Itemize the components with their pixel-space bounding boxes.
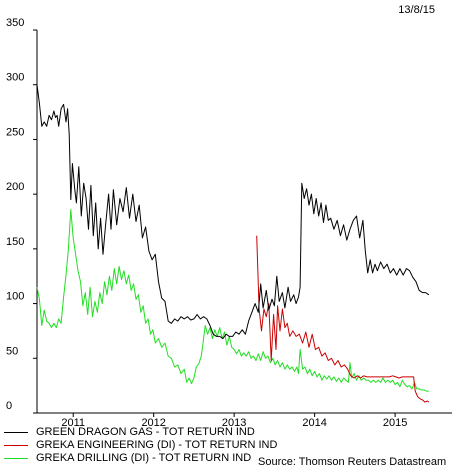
x-tick-label: 2014: [302, 417, 326, 429]
report-date: 13/8/15: [398, 4, 435, 16]
legend-swatch-black: [4, 432, 28, 433]
x-tick-label: 2013: [222, 417, 246, 429]
x-tick-label: 2015: [383, 417, 407, 429]
series-line-2: [36, 209, 429, 392]
legend-swatch-red: [4, 445, 28, 446]
legend-label: GREKA DRILLING (DI) - TOT RETURN IND: [36, 452, 252, 464]
y-tick-label: 250: [6, 126, 24, 138]
legend: GREEN DRAGON GAS - TOT RETURN IND GREKA …: [4, 426, 277, 465]
x-axis-ticks: 2011 2012 2013 2014 2015: [61, 413, 407, 429]
y-tick-label: 0: [6, 400, 12, 412]
y-tick-label: 350: [6, 17, 24, 29]
legend-label: GREEN DRAGON GAS - TOT RETURN IND: [36, 426, 255, 438]
y-tick-label: 100: [6, 291, 24, 303]
series-line-0: [36, 84, 430, 340]
legend-item-greka-engineering: GREKA ENGINEERING (DI) - TOT RETURN IND: [4, 439, 277, 452]
source-note: Source: Thomson Reuters Datastream: [258, 456, 447, 468]
legend-label: GREKA ENGINEERING (DI) - TOT RETURN IND: [36, 439, 278, 451]
y-tick-label: 300: [6, 72, 24, 84]
series-line-1: [256, 235, 430, 403]
x-tick-label: 2011: [61, 417, 85, 429]
legend-swatch-green: [4, 458, 28, 459]
y-axis-ticks: 0 50 100 150 200 250 300 350: [6, 17, 37, 414]
y-tick-label: 200: [6, 181, 24, 193]
y-tick-label: 150: [6, 236, 24, 248]
series-lines: [36, 84, 430, 403]
y-tick-label: 50: [6, 345, 18, 357]
legend-item-greka-drilling: GREKA DRILLING (DI) - TOT RETURN IND: [4, 452, 277, 465]
x-tick-label: 2012: [141, 417, 165, 429]
legend-item-green-dragon: GREEN DRAGON GAS - TOT RETURN IND: [4, 426, 277, 439]
